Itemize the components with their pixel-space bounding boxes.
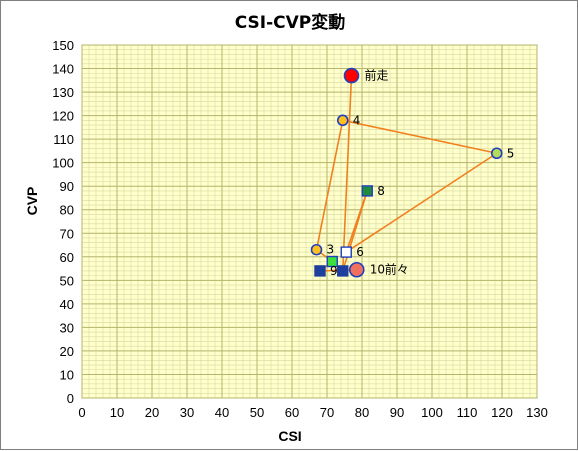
point-labels: 前走 4 5 8 3 6 9 10 前々 <box>327 68 515 278</box>
y-tick-label: 10 <box>60 367 74 382</box>
x-tick-labels: 0 10 20 30 40 50 60 70 80 90 100 110 120 130 <box>78 405 547 420</box>
point-label: 8 <box>377 184 385 198</box>
series-segment <box>341 75 353 271</box>
x-tick-label: 110 <box>457 405 478 420</box>
x-tick-label: 50 <box>250 405 264 420</box>
y-tick-label: 40 <box>60 297 74 312</box>
x-tick-label: 80 <box>355 405 369 420</box>
major-grid <box>81 44 538 399</box>
y-tick-label: 140 <box>52 62 74 77</box>
y-tick-label: 120 <box>52 109 74 124</box>
data-point-square <box>326 255 338 268</box>
data-point-square <box>314 265 326 277</box>
series-segment <box>345 152 498 253</box>
chart-title: CSI-CVP変動 <box>235 12 346 33</box>
y-tick-label: 50 <box>60 273 74 288</box>
x-tick-label: 120 <box>491 405 513 420</box>
x-axis-title: CSI <box>278 428 301 444</box>
x-tick-label: 100 <box>421 405 443 420</box>
x-tick-label: 130 <box>526 405 548 420</box>
x-tick-label: 70 <box>320 405 334 420</box>
y-tick-label: 30 <box>60 320 74 335</box>
y-axis-title: CVP <box>24 187 40 216</box>
data-point-circle <box>310 243 323 256</box>
plot-area <box>81 44 538 399</box>
point-label: 6 <box>356 245 364 259</box>
y-tick-label: 0 <box>67 391 74 406</box>
y-tick-label: 150 <box>52 38 74 53</box>
y-tick-label: 70 <box>60 226 74 241</box>
data-point-square <box>361 185 373 197</box>
data-point-circle <box>336 114 349 127</box>
series-points <box>310 67 503 278</box>
y-tick-label: 130 <box>52 85 74 100</box>
minor-grid <box>81 44 538 399</box>
point-label: 9 <box>330 264 338 278</box>
point-label: 前走 <box>365 68 389 83</box>
y-tick-label: 20 <box>60 344 74 359</box>
data-point-circle <box>490 147 503 160</box>
x-tick-label: 60 <box>285 405 299 420</box>
point-label-extra: 前々 <box>385 262 409 277</box>
y-tick-label: 110 <box>53 132 74 147</box>
x-tick-label: 0 <box>78 405 85 420</box>
x-tick-label: 20 <box>145 405 159 420</box>
data-point-square <box>340 246 352 258</box>
x-tick-label: 10 <box>110 405 124 420</box>
point-label: 10 <box>370 263 385 277</box>
x-tick-label: 30 <box>180 405 194 420</box>
series-segment <box>315 120 344 250</box>
series-segment <box>342 119 497 155</box>
y-tick-label: 80 <box>60 203 74 218</box>
point-label: 4 <box>353 113 361 127</box>
y-tick-label: 90 <box>60 179 74 194</box>
data-point-circle <box>348 261 365 278</box>
point-label: 3 <box>327 243 335 257</box>
point-label: 5 <box>507 146 515 160</box>
data-point-circle <box>343 67 360 84</box>
y-tick-labels: 0 10 20 30 40 50 60 70 80 90 100 110 120 130 140 150 <box>52 38 74 406</box>
x-tick-label: 90 <box>390 405 404 420</box>
data-point-square <box>337 265 349 277</box>
y-tick-label: 100 <box>52 156 74 171</box>
y-tick-label: 60 <box>60 250 74 265</box>
x-tick-label: 40 <box>215 405 229 420</box>
